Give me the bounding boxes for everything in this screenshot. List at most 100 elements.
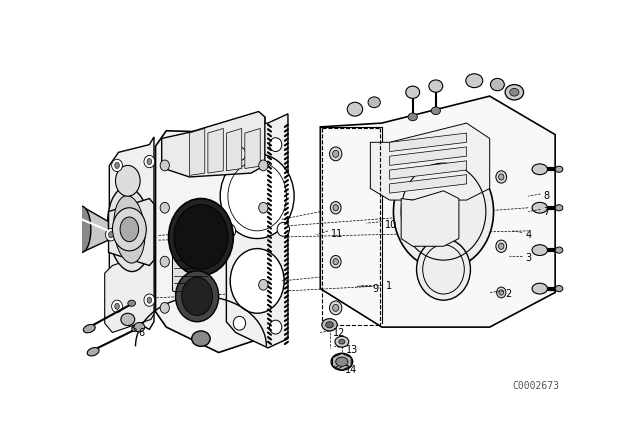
Ellipse shape <box>499 243 504 250</box>
Ellipse shape <box>147 297 152 303</box>
Ellipse shape <box>132 326 140 332</box>
Polygon shape <box>208 129 223 173</box>
Ellipse shape <box>555 205 563 211</box>
Ellipse shape <box>106 228 116 241</box>
Text: 11: 11 <box>331 229 343 239</box>
Ellipse shape <box>532 283 547 294</box>
Ellipse shape <box>466 74 483 88</box>
Text: 12: 12 <box>333 328 345 338</box>
Ellipse shape <box>115 165 140 196</box>
Text: 13: 13 <box>346 345 358 355</box>
Ellipse shape <box>144 155 155 168</box>
Ellipse shape <box>509 88 519 96</box>
Ellipse shape <box>174 205 228 269</box>
Ellipse shape <box>87 348 99 356</box>
Ellipse shape <box>160 202 170 213</box>
Ellipse shape <box>497 287 506 298</box>
Ellipse shape <box>109 232 113 238</box>
Ellipse shape <box>160 302 170 313</box>
Ellipse shape <box>339 340 345 344</box>
Ellipse shape <box>128 300 136 306</box>
Ellipse shape <box>168 198 234 276</box>
Ellipse shape <box>496 171 507 183</box>
Polygon shape <box>156 117 265 353</box>
Polygon shape <box>401 191 459 246</box>
Ellipse shape <box>555 247 563 253</box>
Ellipse shape <box>499 290 504 295</box>
Polygon shape <box>227 129 242 171</box>
Polygon shape <box>390 147 467 165</box>
Ellipse shape <box>115 303 119 310</box>
Ellipse shape <box>160 256 170 267</box>
Ellipse shape <box>230 249 284 313</box>
Ellipse shape <box>113 208 147 251</box>
Ellipse shape <box>429 80 443 92</box>
Ellipse shape <box>72 206 91 252</box>
Ellipse shape <box>406 86 420 99</box>
Ellipse shape <box>408 113 417 121</box>
Ellipse shape <box>134 323 145 332</box>
Text: 10: 10 <box>385 220 397 230</box>
Ellipse shape <box>331 353 353 370</box>
Ellipse shape <box>490 78 504 91</box>
Ellipse shape <box>111 159 122 172</box>
Ellipse shape <box>532 202 547 213</box>
Ellipse shape <box>277 222 289 236</box>
Ellipse shape <box>269 320 282 334</box>
Ellipse shape <box>121 313 135 326</box>
Ellipse shape <box>555 285 563 292</box>
Ellipse shape <box>333 304 339 311</box>
Ellipse shape <box>220 154 294 238</box>
Polygon shape <box>189 129 205 176</box>
Ellipse shape <box>555 166 563 172</box>
Ellipse shape <box>417 238 470 300</box>
Ellipse shape <box>108 187 151 271</box>
Text: 4: 4 <box>525 230 531 240</box>
Polygon shape <box>390 133 467 151</box>
Ellipse shape <box>368 97 380 108</box>
Text: 2: 2 <box>505 289 511 299</box>
Ellipse shape <box>330 147 342 161</box>
Ellipse shape <box>144 294 155 306</box>
Ellipse shape <box>259 202 268 213</box>
Text: 3: 3 <box>525 253 531 263</box>
Ellipse shape <box>333 258 339 265</box>
Ellipse shape <box>336 357 348 366</box>
Polygon shape <box>105 252 154 332</box>
Ellipse shape <box>120 217 139 241</box>
Text: 1: 1 <box>386 281 392 291</box>
Ellipse shape <box>499 174 504 180</box>
Polygon shape <box>320 96 555 327</box>
Ellipse shape <box>234 316 246 330</box>
Polygon shape <box>390 175 467 193</box>
Ellipse shape <box>269 138 282 151</box>
Ellipse shape <box>505 85 524 100</box>
Polygon shape <box>172 248 209 299</box>
Text: 14: 14 <box>345 365 357 375</box>
Polygon shape <box>371 123 490 200</box>
Polygon shape <box>390 161 467 179</box>
Ellipse shape <box>333 205 339 211</box>
Ellipse shape <box>326 322 333 328</box>
Text: 8: 8 <box>543 191 550 201</box>
Ellipse shape <box>532 164 547 175</box>
Ellipse shape <box>259 160 268 171</box>
Text: C0002673: C0002673 <box>513 381 559 392</box>
Text: 9: 9 <box>372 284 379 293</box>
Text: 7: 7 <box>543 207 550 217</box>
Polygon shape <box>162 112 265 177</box>
Ellipse shape <box>83 324 95 333</box>
Ellipse shape <box>223 224 236 238</box>
Ellipse shape <box>115 162 119 168</box>
Ellipse shape <box>348 102 363 116</box>
Ellipse shape <box>192 331 210 346</box>
Ellipse shape <box>333 151 339 157</box>
Polygon shape <box>227 114 288 348</box>
Ellipse shape <box>114 195 145 263</box>
Polygon shape <box>81 206 109 252</box>
Ellipse shape <box>234 147 246 161</box>
Ellipse shape <box>330 202 341 214</box>
Ellipse shape <box>431 107 440 115</box>
Polygon shape <box>109 198 154 266</box>
Polygon shape <box>245 129 260 168</box>
